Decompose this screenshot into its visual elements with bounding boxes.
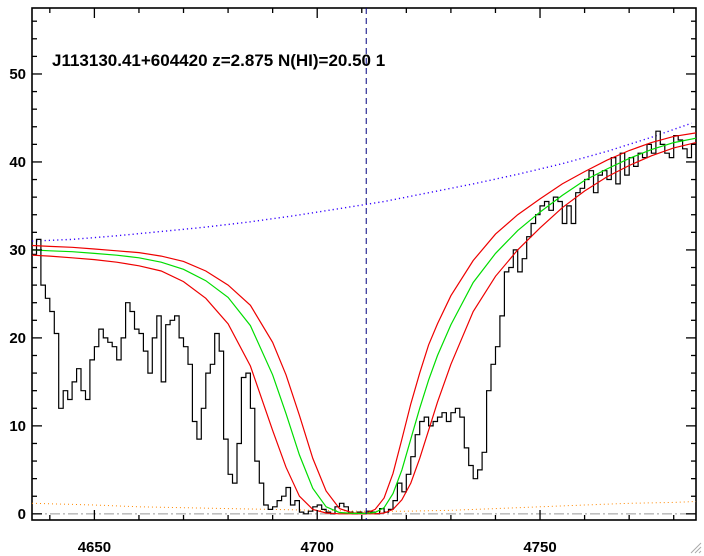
upper-bound-line xyxy=(31,132,697,514)
y-tick-label: 40 xyxy=(9,154,26,171)
lower-bound-line xyxy=(31,142,697,515)
x-tick-label: 4750 xyxy=(523,539,556,556)
spectrum-line xyxy=(32,130,696,515)
x-tick-label: 4700 xyxy=(301,539,334,556)
y-tick-label: 50 xyxy=(9,66,26,83)
x-axis: 4650 4700 4750 xyxy=(49,8,675,556)
bound-series xyxy=(31,132,697,515)
spectrum-series xyxy=(32,130,696,515)
error-line xyxy=(31,501,697,512)
y-tick-label: 20 xyxy=(9,330,26,347)
plot-frame xyxy=(31,7,697,521)
chart-title: J113130.41+604420 z=2.875 N(HI)=20.50 1 xyxy=(52,51,385,70)
x-tick-label: 4650 xyxy=(78,539,111,556)
y-tick-label: 0 xyxy=(18,506,26,523)
continuum-line xyxy=(31,122,692,242)
y-tick-label: 10 xyxy=(9,418,26,435)
y-tick-label: 30 xyxy=(9,242,26,259)
resize-grip-icon[interactable] xyxy=(690,542,702,554)
continuum-series xyxy=(31,122,692,242)
y-axis: 0 10 20 30 40 50 xyxy=(9,20,696,523)
model-line xyxy=(31,137,697,515)
model-series xyxy=(31,137,697,515)
error-series xyxy=(31,501,697,512)
